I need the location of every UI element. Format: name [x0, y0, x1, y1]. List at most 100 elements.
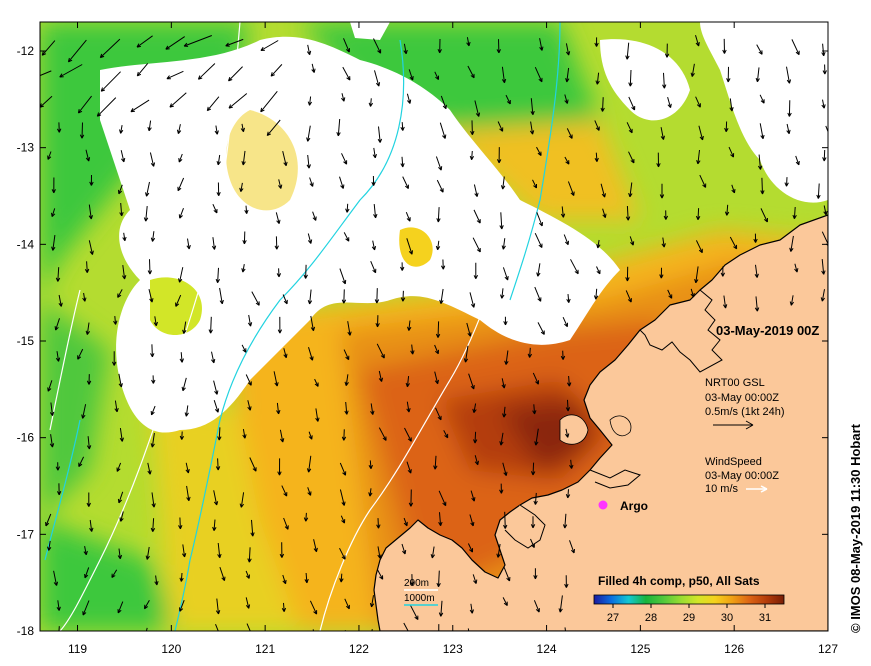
- vector-arrow: [694, 266, 699, 284]
- vector-arrow: [626, 122, 633, 134]
- vector-arrow: [377, 546, 382, 559]
- vector-arrow: [499, 483, 504, 494]
- wind-scale-arrow: [746, 485, 768, 493]
- vector-arrow: [45, 513, 52, 527]
- colorbar-tick-label: 28: [645, 612, 657, 624]
- vector-arrow: [823, 205, 828, 216]
- vector-arrow: [213, 380, 219, 395]
- vector-arrow: [247, 547, 252, 563]
- vector-arrow: [565, 489, 571, 499]
- vector-arrow: [501, 378, 506, 389]
- vector-arrow: [216, 154, 221, 166]
- vector-arrow: [339, 462, 347, 476]
- vector-arrow: [249, 457, 257, 472]
- vector-arrow: [760, 177, 765, 195]
- vector-arrow: [472, 403, 477, 413]
- vector-arrow: [405, 212, 411, 222]
- vector-arrow: [533, 492, 538, 505]
- vector-arrow: [119, 202, 124, 217]
- vector-arrow: [120, 150, 126, 163]
- vector-arrow: [496, 39, 501, 54]
- vector-arrow: [436, 179, 444, 193]
- vector-arrow: [47, 540, 52, 551]
- vector-arrow: [566, 294, 571, 303]
- vector-arrow: [306, 125, 311, 142]
- vector-arrow: [121, 265, 127, 280]
- vector-arrow: [260, 40, 279, 51]
- vector-arrow: [281, 633, 285, 644]
- vector-arrow: [472, 237, 481, 253]
- vector-arrow: [567, 181, 575, 196]
- y-tick-label: -13: [17, 141, 35, 155]
- vector-arrow: [401, 543, 407, 555]
- vector-arrow: [228, 93, 248, 109]
- x-tick-label: 121: [255, 642, 275, 656]
- vector-arrow: [565, 67, 570, 83]
- vector-arrow: [663, 210, 669, 220]
- vector-arrow: [56, 600, 61, 611]
- vector-arrow: [753, 233, 758, 243]
- vector-arrow: [404, 427, 412, 442]
- vector-arrow: [500, 288, 505, 299]
- vector-arrow: [245, 597, 251, 609]
- vector-arrow: [276, 268, 282, 278]
- vector-arrow: [217, 542, 222, 559]
- vector-arrow: [40, 70, 52, 77]
- vector-arrow: [629, 236, 635, 246]
- vector-arrow: [242, 231, 247, 245]
- vector-arrow: [215, 598, 221, 615]
- vector-arrow: [533, 568, 538, 580]
- vector-arrow: [344, 598, 350, 610]
- vector-arrow: [443, 430, 449, 439]
- vector-arrow: [599, 633, 602, 643]
- vector-arrow: [594, 152, 599, 162]
- vector-arrow: [150, 432, 155, 448]
- vector-arrow: [530, 516, 536, 529]
- vector-arrow: [186, 238, 191, 250]
- vector-arrow: [565, 428, 570, 438]
- cloud-mask: [100, 22, 828, 433]
- vector-arrow: [473, 262, 479, 280]
- vector-arrow: [374, 70, 381, 87]
- vector-arrow: [502, 406, 507, 418]
- vector-arrow: [339, 573, 344, 583]
- vector-arrow: [215, 267, 221, 284]
- vector-arrow: [562, 316, 568, 328]
- vector-arrow: [406, 93, 412, 104]
- vector-arrow: [722, 38, 727, 54]
- vector-arrow: [469, 514, 475, 527]
- vector-arrow: [111, 569, 118, 579]
- vector-arrow: [368, 488, 373, 497]
- vector-arrow: [119, 511, 124, 522]
- x-tick-label: 120: [161, 642, 181, 656]
- vector-arrow: [467, 65, 475, 79]
- vector-arrow: [822, 149, 827, 162]
- vector-arrow: [530, 98, 535, 116]
- vector-arrow: [371, 240, 377, 251]
- current-title: NRT00 GSL: [705, 377, 765, 389]
- isobath-1000-line: [44, 22, 561, 631]
- vector-arrow: [373, 204, 378, 219]
- vector-arrow: [754, 296, 760, 312]
- vector-arrow: [307, 96, 313, 106]
- vector-arrow: [55, 267, 61, 282]
- vector-arrow: [315, 408, 320, 422]
- vector-arrow: [212, 519, 217, 531]
- vector-arrow: [504, 350, 509, 365]
- vector-arrow: [696, 149, 701, 165]
- vector-arrow: [439, 122, 447, 139]
- vector-arrow: [242, 429, 247, 439]
- vector-arrow: [566, 375, 572, 387]
- vector-arrow: [534, 66, 543, 83]
- vector-arrow: [784, 177, 789, 187]
- vector-arrow: [533, 600, 540, 613]
- vector-arrow: [212, 203, 218, 214]
- vector-arrow: [474, 455, 479, 466]
- vector-arrow: [536, 146, 542, 156]
- vector-arrow: [569, 459, 574, 469]
- vector-arrow: [731, 184, 736, 194]
- vector-arrow: [77, 348, 84, 360]
- vector-arrow: [116, 462, 122, 472]
- vector-arrow: [214, 125, 219, 135]
- vector-arrow: [119, 428, 124, 442]
